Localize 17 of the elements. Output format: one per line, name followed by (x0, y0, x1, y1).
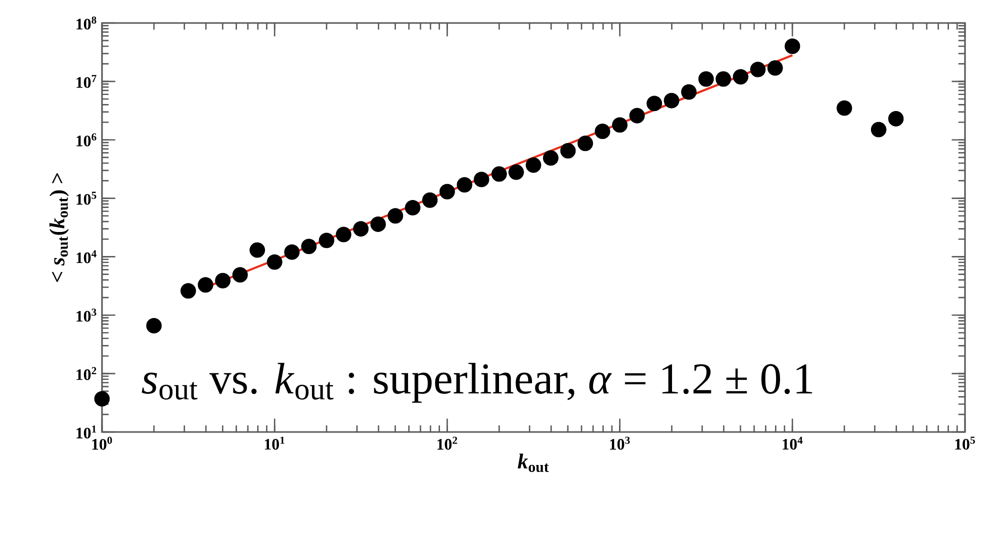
x-axis-title: k$_{out}$ (518, 454, 549, 472)
x-tick-label: 10$^{0}$ (92, 436, 112, 450)
annotation: s$_{out}$ vs. k$_{out}$ : superlinear, α = 1.2 ± 0.1 (142, 362, 812, 403)
y-tick-label: 10$^{7}$ (76, 74, 96, 88)
y-axis-title: < s$_{out}$(k$_{out}$) > (49, 173, 69, 282)
x-tick-label: 10$^{2}$ (437, 436, 458, 450)
y-tick-label: 10$^{3}$ (76, 308, 96, 322)
y-tick-label: 10$^{4}$ (76, 250, 96, 264)
y-tick-label: 10$^{2}$ (76, 367, 96, 380)
x-tick-label: 10$^{5}$ (955, 436, 975, 450)
y-tick-label: 10$^{6}$ (76, 133, 96, 146)
y-tick-label: 10$^{5}$ (76, 192, 96, 205)
x-tick-label: 10$^{4}$ (782, 436, 803, 450)
y-tick-label: 10$^{1}$ (76, 425, 96, 438)
y-tick-label: 10$^{8}$ (76, 16, 96, 30)
x-tick-label: 10$^{3}$ (610, 436, 630, 450)
x-tick-label: 10$^{1}$ (264, 436, 284, 450)
